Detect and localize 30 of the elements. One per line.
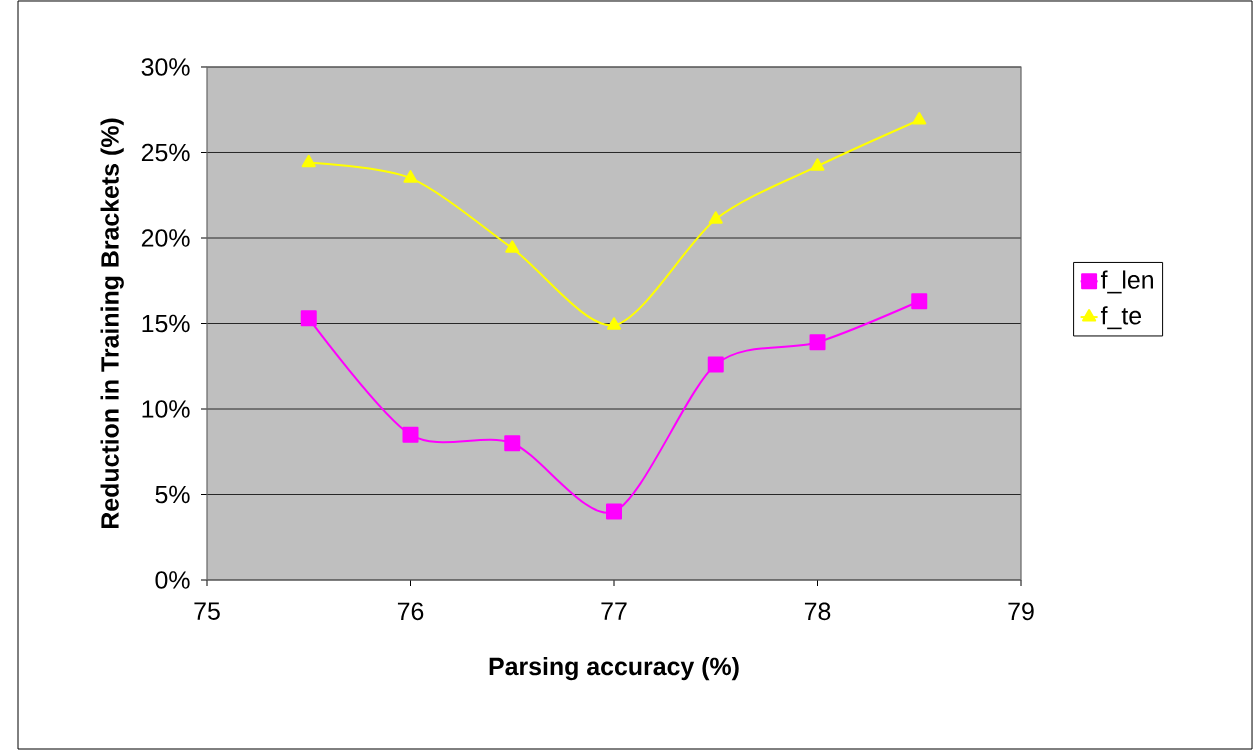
x-tick-label: 76 [397, 602, 424, 621]
x-tick-label: 75 [194, 602, 220, 620]
y-tick-label: 10% [142, 400, 190, 418]
y-tick-label: 5% [155, 485, 190, 504]
y-tick-label: 20% [141, 229, 190, 247]
x-tick-label: 79 [1008, 602, 1034, 621]
point [810, 158, 825, 171]
point [301, 154, 316, 168]
point [606, 317, 622, 330]
point [911, 293, 928, 310]
y-tick-label: 15% [142, 314, 190, 333]
x-axis-title: Parsing accuracy (%) [489, 656, 739, 681]
point [707, 356, 724, 373]
x-tick-label: 77 [601, 602, 627, 620]
point [505, 240, 520, 253]
point [708, 211, 723, 224]
point [504, 435, 521, 452]
y-tick-label: 25% [141, 143, 190, 162]
point [402, 426, 419, 443]
point [606, 503, 622, 520]
y-axis-title: Reduction in Training Brackets (%) [100, 118, 124, 529]
point [300, 310, 317, 327]
point [809, 334, 826, 351]
point [912, 112, 927, 125]
legend-label: f_len [1100, 270, 1153, 294]
x-tick-label: 78 [804, 602, 831, 621]
y-tick-label: 30% [141, 58, 190, 76]
y-tick-label: 0% [155, 571, 190, 589]
legend-label: f_te [1100, 306, 1142, 330]
point [403, 170, 418, 183]
